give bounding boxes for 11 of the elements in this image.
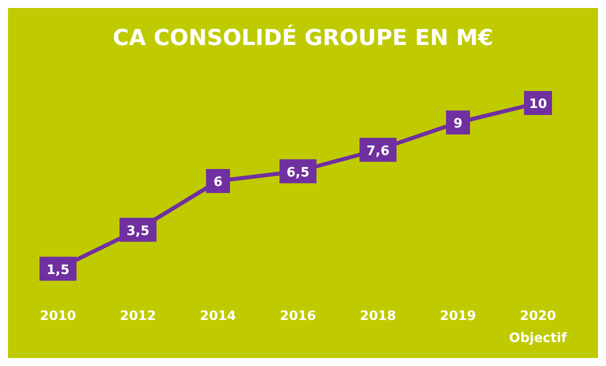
- x-tick-label: 2019: [440, 309, 476, 324]
- x-tick-label: 2010: [40, 309, 76, 324]
- chart-title: CA CONSOLIDÉ GROUPE EN M€: [112, 26, 494, 51]
- data-label: 9: [453, 116, 463, 132]
- x-tick-label: 2020 Objectif: [509, 309, 568, 346]
- x-tick-label: 2014: [200, 309, 236, 324]
- x-tick-label: 2018: [360, 309, 396, 324]
- data-label: 6: [213, 175, 223, 190]
- x-tick-label: 2016: [280, 309, 316, 324]
- x-tick-label: 2012: [120, 309, 156, 324]
- data-label: 10: [528, 97, 548, 112]
